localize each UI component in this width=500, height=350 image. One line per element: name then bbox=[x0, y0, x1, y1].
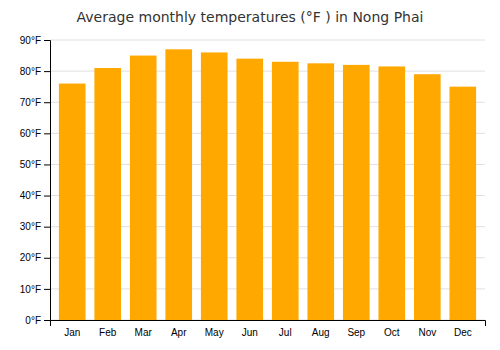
tick: Apr bbox=[171, 327, 187, 338]
tick: 10°F bbox=[20, 284, 50, 295]
tick-mark bbox=[44, 196, 50, 197]
tick-mark bbox=[44, 102, 50, 103]
tick-mark bbox=[44, 320, 50, 321]
chart-container: Average monthly temperatures (°F ) in No… bbox=[0, 0, 500, 350]
bar bbox=[165, 49, 192, 320]
tick: Aug bbox=[312, 327, 330, 338]
tick-mark bbox=[44, 71, 50, 72]
tick: 80°F bbox=[20, 66, 50, 77]
tick: 0°F bbox=[25, 315, 50, 326]
tick-label: 80°F bbox=[20, 66, 41, 77]
tick-label: 30°F bbox=[20, 221, 41, 232]
bar bbox=[130, 56, 157, 320]
title: Average monthly temperatures (°F ) in No… bbox=[77, 9, 424, 25]
tick: Jul bbox=[279, 327, 292, 338]
tick: Mar bbox=[135, 327, 153, 338]
bar bbox=[414, 74, 441, 320]
tick-mark bbox=[44, 227, 50, 228]
tick-label: 90°F bbox=[20, 35, 41, 46]
plot: 0°F 10°F 20°F 30°F 40°F 50°F 60°F 70°F 80°F 90°F J… bbox=[20, 35, 486, 338]
tick: Jan bbox=[64, 327, 80, 338]
tick: Nov bbox=[418, 327, 436, 338]
tick-label: Feb bbox=[99, 327, 117, 338]
tick-mark bbox=[44, 258, 50, 259]
tick: 90°F bbox=[20, 35, 50, 46]
tick-label: Nov bbox=[418, 327, 436, 338]
tick: Sep bbox=[347, 327, 365, 338]
tick-label: 60°F bbox=[20, 128, 41, 139]
tick-label: Jul bbox=[279, 327, 292, 338]
tick-label: 70°F bbox=[20, 97, 41, 108]
tick-label: 50°F bbox=[20, 159, 41, 170]
tick-label: Sep bbox=[347, 327, 365, 338]
tick: 50°F bbox=[20, 159, 50, 170]
axis-line bbox=[51, 321, 486, 327]
bar bbox=[272, 62, 299, 320]
tick: 20°F bbox=[20, 252, 50, 263]
tick-mark bbox=[44, 40, 50, 41]
bar bbox=[94, 68, 121, 320]
grid bbox=[50, 40, 485, 320]
tick-label: 0°F bbox=[25, 315, 41, 326]
tick: 60°F bbox=[20, 128, 50, 139]
bar bbox=[59, 84, 86, 320]
tick-label: Jan bbox=[64, 327, 80, 338]
tick: 40°F bbox=[20, 190, 50, 201]
tick-mark bbox=[44, 289, 50, 290]
bar bbox=[343, 65, 370, 320]
bar bbox=[449, 87, 476, 320]
bar bbox=[307, 63, 334, 320]
tick-label: Jun bbox=[242, 327, 258, 338]
chart-svg: Average monthly temperatures (°F ) in No… bbox=[0, 0, 500, 350]
tick-label: 10°F bbox=[20, 284, 41, 295]
tick: May bbox=[205, 327, 224, 338]
tick: 70°F bbox=[20, 97, 50, 108]
tick: Jun bbox=[242, 327, 258, 338]
tick: Feb bbox=[99, 327, 117, 338]
tick: Oct bbox=[384, 327, 400, 338]
x-axis: Jan Feb Mar Apr May Jun Jul Aug Sep Oct Nov Dec bbox=[51, 321, 486, 339]
bar bbox=[236, 59, 263, 320]
tick-label: Dec bbox=[454, 327, 472, 338]
bars bbox=[59, 49, 476, 320]
tick-label: Oct bbox=[384, 327, 400, 338]
tick-label: Aug bbox=[312, 327, 330, 338]
tick-label: Mar bbox=[135, 327, 153, 338]
tick-label: 40°F bbox=[20, 190, 41, 201]
bar bbox=[378, 66, 405, 320]
tick: Dec bbox=[454, 327, 472, 338]
tick-label: Apr bbox=[171, 327, 187, 338]
grid-line bbox=[50, 40, 485, 41]
tick-label: May bbox=[205, 327, 224, 338]
tick-mark bbox=[44, 164, 50, 165]
y-axis: 0°F 10°F 20°F 30°F 40°F 50°F 60°F 70°F 80°F 90°F bbox=[20, 35, 51, 326]
axis-line bbox=[44, 41, 51, 321]
tick-label: 20°F bbox=[20, 252, 41, 263]
bar bbox=[201, 52, 228, 320]
tick: 30°F bbox=[20, 221, 50, 232]
tick-mark bbox=[44, 133, 50, 134]
